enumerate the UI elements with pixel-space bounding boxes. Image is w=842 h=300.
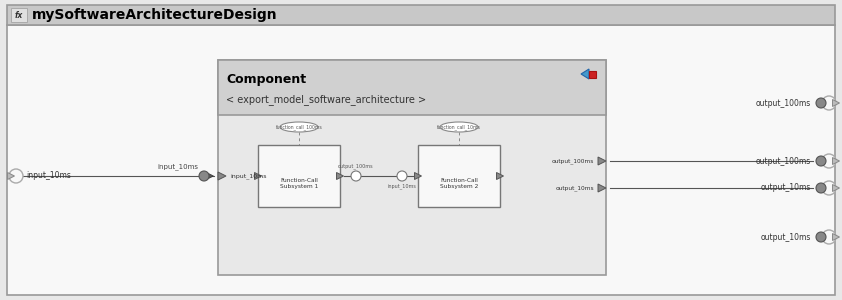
Circle shape bbox=[822, 96, 836, 110]
Text: < export_model_software_architecture >: < export_model_software_architecture > bbox=[226, 94, 426, 106]
Text: fx: fx bbox=[15, 11, 23, 20]
Text: output_10ms: output_10ms bbox=[760, 184, 811, 193]
Bar bbox=[218, 60, 606, 115]
Polygon shape bbox=[206, 172, 214, 179]
Bar bbox=[11, 8, 27, 22]
Ellipse shape bbox=[440, 122, 478, 132]
Polygon shape bbox=[497, 172, 504, 179]
Text: output_100ms: output_100ms bbox=[756, 98, 811, 107]
Text: output_10ms: output_10ms bbox=[556, 185, 594, 191]
Text: output_10ms: output_10ms bbox=[760, 232, 811, 242]
Polygon shape bbox=[8, 172, 14, 179]
Text: output_100ms: output_100ms bbox=[338, 163, 374, 169]
Circle shape bbox=[822, 154, 836, 168]
Text: Function-Call
Subsystem 2: Function-Call Subsystem 2 bbox=[440, 178, 478, 189]
Text: input_10ms: input_10ms bbox=[157, 163, 199, 170]
Circle shape bbox=[351, 171, 361, 181]
Polygon shape bbox=[254, 172, 262, 179]
Bar bbox=[218, 60, 606, 275]
Bar bbox=[7, 5, 835, 25]
Text: Function-Call
Subsystem 1: Function-Call Subsystem 1 bbox=[280, 178, 318, 189]
Bar bbox=[258, 145, 340, 207]
Ellipse shape bbox=[280, 122, 318, 132]
Polygon shape bbox=[337, 172, 344, 179]
Bar bbox=[589, 71, 596, 78]
Text: input_10ms: input_10ms bbox=[387, 183, 417, 189]
Circle shape bbox=[822, 181, 836, 195]
Circle shape bbox=[816, 232, 826, 242]
Polygon shape bbox=[598, 184, 606, 192]
Text: mySoftwareArchitectureDesign: mySoftwareArchitectureDesign bbox=[32, 8, 278, 22]
Circle shape bbox=[816, 183, 826, 193]
Text: function_call_10ms: function_call_10ms bbox=[437, 124, 481, 130]
Text: output_100ms: output_100ms bbox=[756, 157, 811, 166]
Text: function_call_100ms: function_call_100ms bbox=[275, 124, 322, 130]
Circle shape bbox=[397, 171, 407, 181]
Circle shape bbox=[199, 171, 209, 181]
Circle shape bbox=[822, 230, 836, 244]
Polygon shape bbox=[598, 157, 606, 165]
Polygon shape bbox=[833, 158, 839, 164]
Bar bbox=[418, 145, 500, 207]
Text: input_10ms: input_10ms bbox=[26, 172, 71, 181]
Circle shape bbox=[9, 169, 23, 183]
Polygon shape bbox=[833, 184, 839, 191]
Circle shape bbox=[816, 156, 826, 166]
Circle shape bbox=[816, 98, 826, 108]
Polygon shape bbox=[218, 172, 226, 180]
Polygon shape bbox=[833, 233, 839, 241]
Polygon shape bbox=[833, 100, 839, 106]
Polygon shape bbox=[581, 69, 589, 79]
Text: output_100ms: output_100ms bbox=[552, 158, 594, 164]
Text: Component: Component bbox=[226, 74, 306, 86]
Text: input_10ms: input_10ms bbox=[230, 173, 267, 179]
Polygon shape bbox=[414, 172, 422, 179]
